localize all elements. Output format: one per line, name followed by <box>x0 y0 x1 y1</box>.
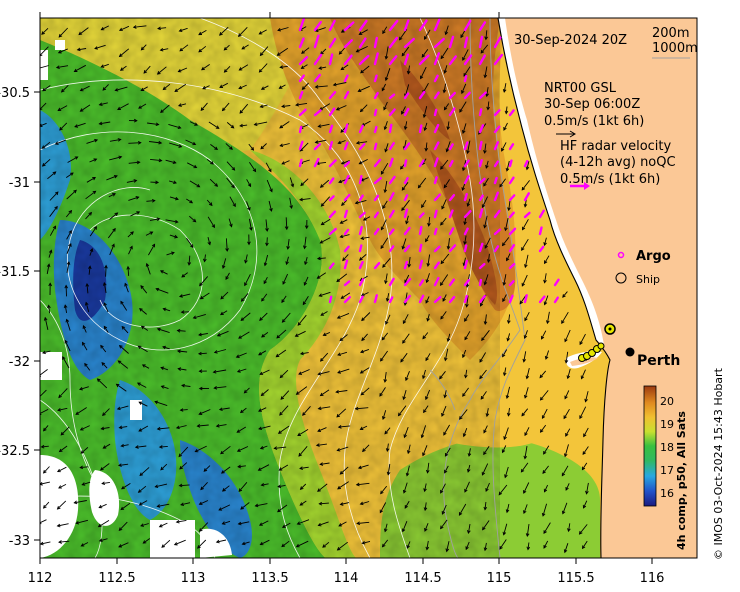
model-time: 30-Sep 06:00Z <box>544 97 640 112</box>
x-tick-label: 115 <box>487 571 512 586</box>
map-date: 30-Sep-2024 20Z <box>514 33 627 48</box>
grey-isobaths <box>429 18 526 558</box>
y-tick-label: -33 <box>9 534 30 549</box>
model-scale: 0.5m/s (1kt 6h) <box>544 114 644 129</box>
perth-marker <box>625 347 635 357</box>
ship-track <box>578 323 616 362</box>
model-name: NRT00 GSL <box>544 81 617 96</box>
plot-frame <box>39 17 698 559</box>
x-tick-label: 112.5 <box>98 571 135 586</box>
cloud-mask <box>40 40 232 558</box>
argo-legend-icon <box>617 251 625 259</box>
isobath-200m-label: 200m <box>652 26 689 41</box>
hf-avg: (4-12h avg) noQC <box>560 155 676 170</box>
x-tick-label: 114 <box>334 571 359 586</box>
isobath-1000m-label: 1000m <box>652 41 698 56</box>
hf-radar-vectors <box>298 18 560 304</box>
x-tick-label: 114.5 <box>404 571 441 586</box>
coastline <box>497 18 611 558</box>
x-tick-label: 112 <box>28 571 53 586</box>
x-tick-label: 113.5 <box>251 571 288 586</box>
colorbar: 20 19 18 17 16 <box>643 385 674 507</box>
axis-tick-marks <box>34 12 653 564</box>
x-axis-labels: 112 112.5 113 113.5 114 114.5 115 115.5 … <box>28 571 665 586</box>
colorbar-labels: 20 19 18 17 16 <box>660 395 674 500</box>
colorbar-tick: 19 <box>660 418 674 431</box>
credit-line: © IMOS 03-Oct-2024 15:43 Hobart <box>712 368 725 560</box>
y-tick-label: -32 <box>9 355 30 370</box>
x-tick-label: 116 <box>640 571 665 586</box>
y-tick-label: -31 <box>9 176 30 191</box>
model-velocity-vectors <box>40 25 591 554</box>
ship-legend-icon <box>615 272 627 284</box>
y-tick-label: -31.5 <box>0 265 30 280</box>
x-tick-label: 113 <box>181 571 206 586</box>
y-tick-label: -32.5 <box>0 444 30 459</box>
coast-nodata-strip <box>498 18 604 345</box>
colorbar-tick: 16 <box>660 487 674 500</box>
colorbar-tick: 18 <box>660 441 674 454</box>
city-label: Perth <box>637 353 680 369</box>
y-tick-label: -30.5 <box>0 86 30 101</box>
ship-label: Ship <box>636 273 660 286</box>
argo-label: Argo <box>636 249 671 264</box>
x-tick-label: 115.5 <box>557 571 594 586</box>
map-legend: 30-Sep-2024 20Z 200m 1000m NRT00 GSL 30-… <box>514 26 698 369</box>
y-axis-labels: -30.5 -31 -31.5 -32 -32.5 -33 <box>0 86 30 549</box>
hf-title: HF radar velocity <box>560 139 672 154</box>
colorbar-tick: 20 <box>660 395 674 408</box>
colorbar-tick: 17 <box>660 464 674 477</box>
white-isobaths <box>40 18 475 558</box>
colorbar-title: 4h comp, p50, All Sats <box>675 411 688 550</box>
